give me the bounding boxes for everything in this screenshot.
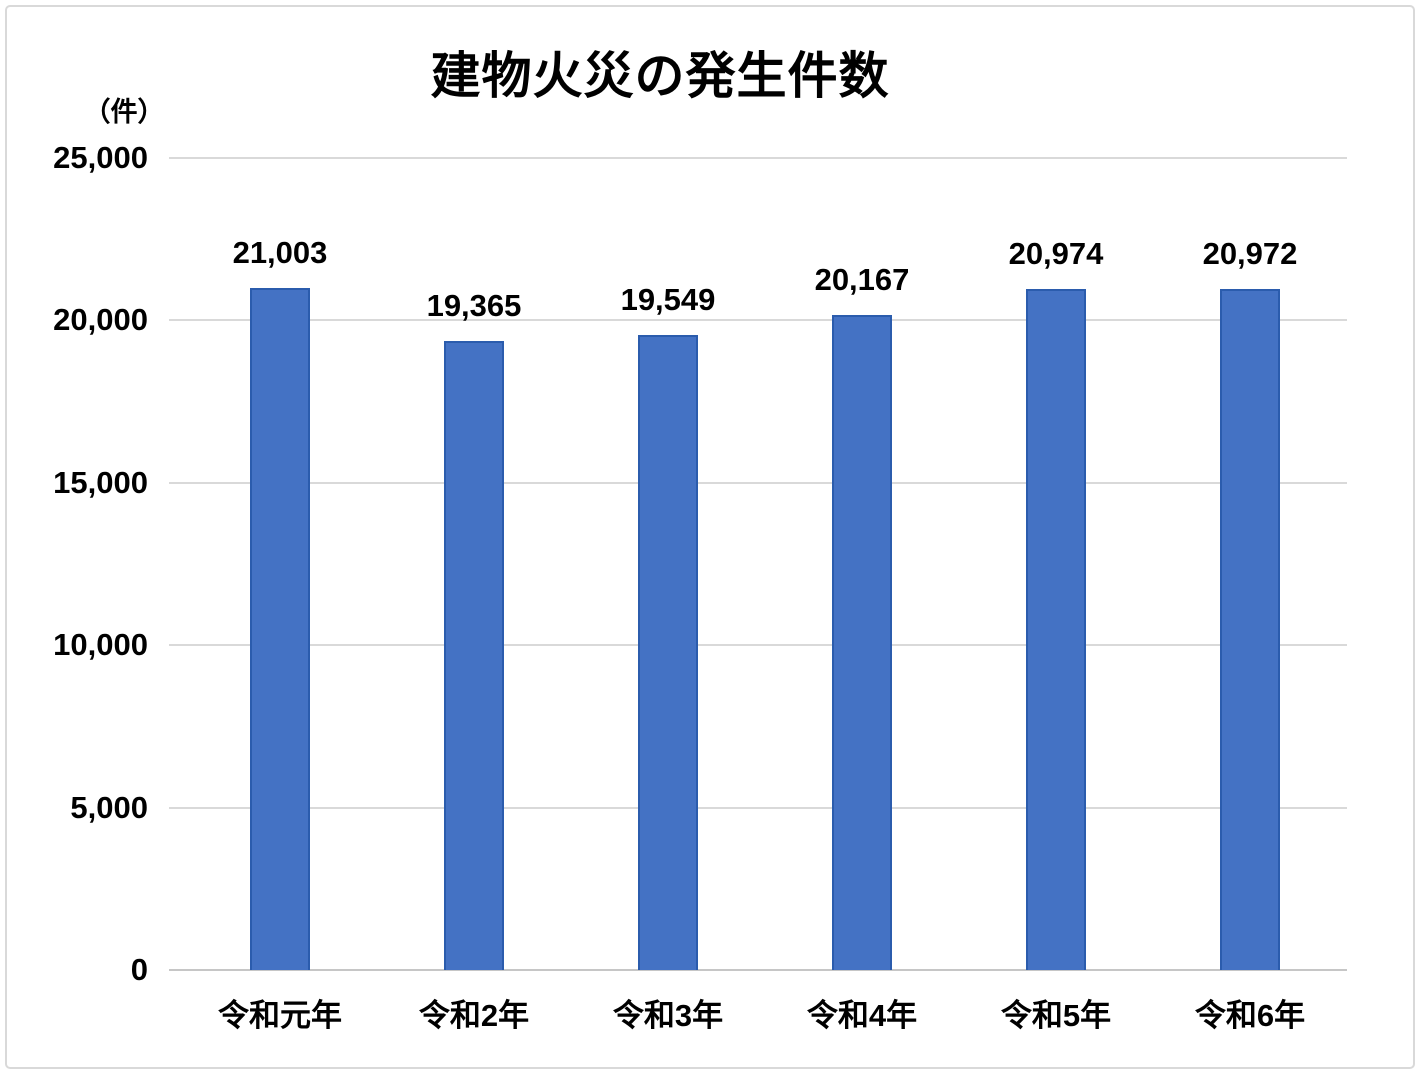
y-tick-label: 0	[130, 952, 148, 987]
x-tick-label: 令和6年	[1194, 998, 1306, 1033]
gridline	[169, 482, 1347, 484]
bar-reiwa-6	[1220, 289, 1280, 970]
bar-reiwa-3	[638, 335, 698, 970]
bar-group-reiwa-4: 20,167	[765, 158, 959, 970]
x-tick-label: 令和5年	[1000, 998, 1112, 1033]
gridline	[169, 969, 1347, 971]
y-axis: 25,000 20,000 15,000 10,000 5,000 0	[0, 140, 148, 987]
data-label: 20,974	[1008, 236, 1104, 271]
gridline	[169, 319, 1347, 321]
x-axis: 令和元年 令和2年 令和3年 令和4年 令和5年 令和6年	[183, 996, 1347, 1040]
bar-reiwa-4	[832, 315, 892, 970]
gridline	[169, 644, 1347, 646]
data-label: 19,365	[426, 288, 522, 323]
bar-reiwa-5	[1026, 289, 1086, 970]
chart-title: 建物火災の発生件数	[430, 48, 890, 104]
x-tick-label: 令和3年	[612, 998, 724, 1033]
bar-group-reiwa-2: 19,365	[377, 158, 571, 970]
data-label: 20,167	[814, 262, 910, 297]
x-tick-label: 令和2年	[418, 998, 530, 1033]
y-tick-label: 20,000	[53, 302, 148, 337]
y-tick-label: 10,000	[53, 627, 148, 662]
bar-group-reiwa-1: 21,003	[183, 158, 377, 970]
data-label: 21,003	[232, 235, 328, 270]
bar-reiwa-1	[250, 288, 310, 970]
x-tick-label: 令和4年	[806, 998, 918, 1033]
y-tick-label: 15,000	[53, 465, 148, 500]
bar-group-reiwa-5: 20,974	[959, 158, 1153, 970]
data-label: 19,549	[620, 282, 716, 317]
y-tick-label: 5,000	[70, 790, 148, 825]
bar-group-reiwa-6: 20,972	[1153, 158, 1347, 970]
plot-area: 21,003 19,365 19,549 20,167 20,974 20,97…	[169, 157, 1347, 971]
gridline	[169, 807, 1347, 809]
y-axis-unit-label: （件）	[83, 97, 165, 127]
bar-reiwa-2	[444, 341, 504, 970]
gridline	[169, 157, 1347, 159]
x-tick-label: 令和元年	[218, 998, 342, 1033]
data-label: 20,972	[1202, 236, 1298, 271]
bar-group-reiwa-3: 19,549	[571, 158, 765, 970]
y-tick-label: 25,000	[53, 140, 148, 175]
